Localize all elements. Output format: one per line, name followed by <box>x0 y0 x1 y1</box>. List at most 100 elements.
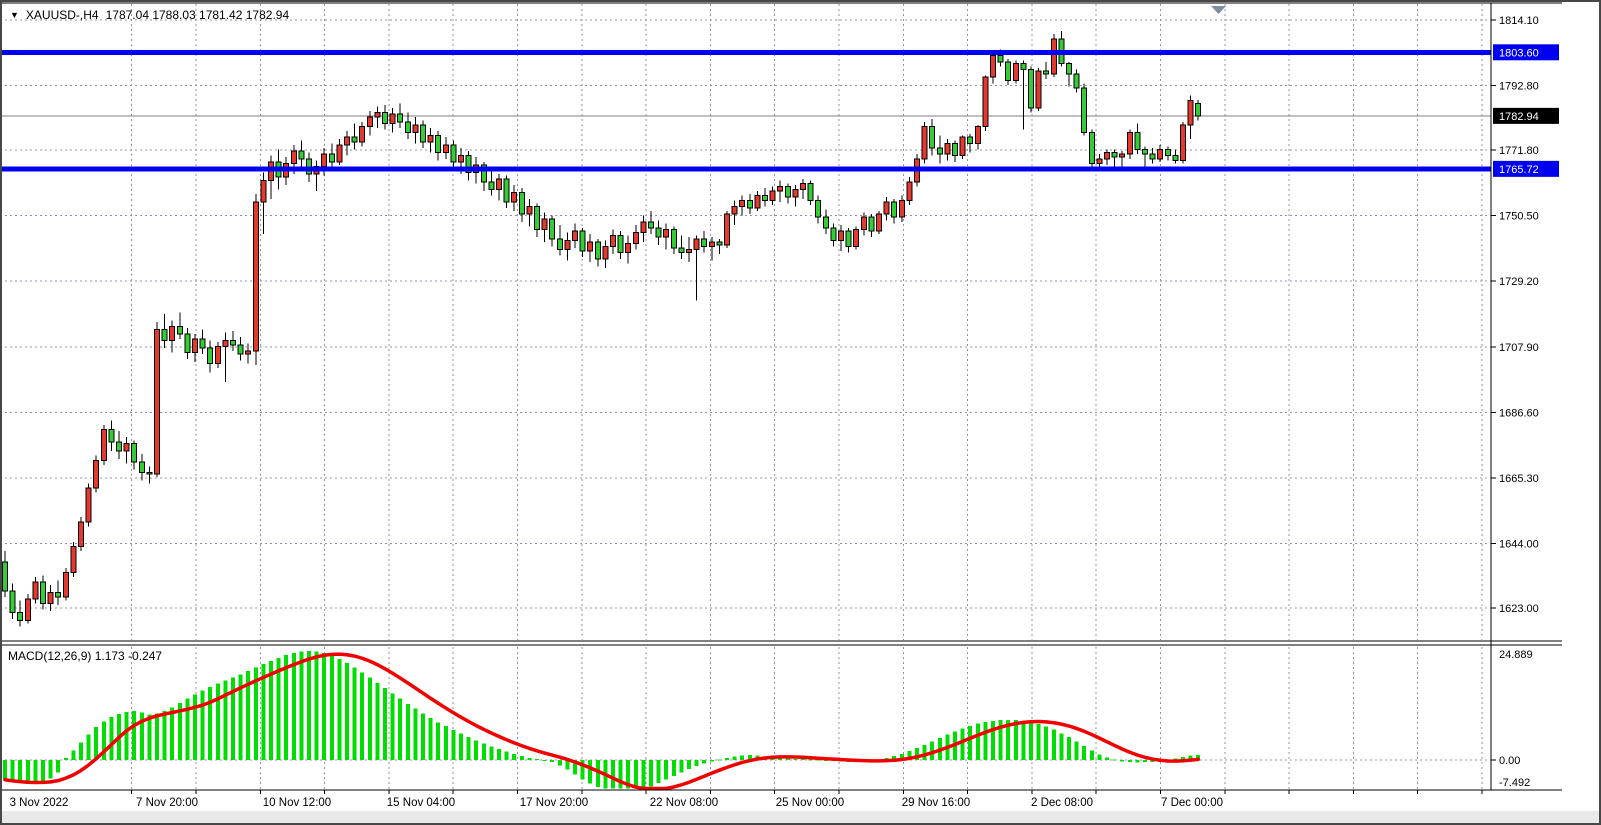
macd-histogram-bar <box>497 749 501 760</box>
candle-bullish <box>693 238 700 251</box>
candle-bullish <box>944 142 951 155</box>
macd-histogram-bar <box>808 759 813 761</box>
macd-histogram-bar <box>25 760 30 785</box>
candle-bearish <box>936 147 943 155</box>
candle-bullish <box>389 113 396 124</box>
candle-bearish <box>534 205 540 231</box>
resistance-price-badge <box>1493 44 1559 61</box>
macd-histogram-bar <box>709 760 714 762</box>
macd-histogram-bar <box>565 760 570 770</box>
support-price-badge-label: 1765.72 <box>1499 164 1539 176</box>
candle-bearish <box>465 155 472 174</box>
macd-histogram-bar <box>3 760 7 780</box>
candle-bearish <box>450 144 457 163</box>
macd-histogram-bar <box>299 651 304 760</box>
macd-histogram-bar <box>922 745 927 760</box>
macd-histogram-bar <box>649 760 653 787</box>
time-tick-label: 2 Dec 08:00 <box>1031 797 1093 809</box>
candle-bearish <box>138 461 145 474</box>
macd-histogram-bar <box>1127 760 1132 763</box>
macd-min-label: -7.492 <box>1499 777 1530 789</box>
candle-bearish <box>397 113 404 123</box>
candle-bullish <box>1157 149 1164 160</box>
candle-bullish <box>245 350 252 355</box>
macd-histogram-bar <box>1097 754 1102 760</box>
macd-histogram-bar <box>33 760 38 784</box>
candle-bullish <box>359 125 366 143</box>
candle-bearish <box>1134 132 1141 151</box>
macd-histogram-bar <box>694 760 699 767</box>
macd-histogram-bar <box>345 663 349 760</box>
macd-histogram-bar <box>413 708 418 760</box>
candle-bullish <box>214 345 221 364</box>
macd-histogram-bar <box>1051 729 1056 760</box>
macd-indicator-label: MACD(12,26,9) 1.173 -0.247 <box>8 649 163 663</box>
candle-bearish <box>184 333 191 354</box>
candle-bullish <box>754 195 761 209</box>
macd-histogram-bar <box>307 650 311 760</box>
candle-bullish <box>838 230 844 241</box>
macd-histogram-bar <box>1021 720 1026 760</box>
macd-histogram-bar <box>238 674 243 760</box>
candle-bearish <box>579 230 586 252</box>
candle-bearish <box>1005 61 1012 81</box>
macd-histogram-bar <box>337 659 342 760</box>
candle-bullish <box>252 201 259 352</box>
bottom-strip <box>0 811 1601 823</box>
time-tick-label: 29 Nov 16:00 <box>902 797 970 809</box>
macd-histogram-bar <box>1196 754 1201 760</box>
candle-bullish <box>610 235 616 247</box>
macd-histogram-bar <box>1082 745 1087 760</box>
macd-histogram-bar <box>725 757 729 760</box>
macd-histogram-bar <box>162 710 167 760</box>
candle-bullish <box>290 150 297 164</box>
candle-bearish <box>997 55 1004 63</box>
candle-bullish <box>1035 70 1042 109</box>
macd-histogram-bar <box>79 742 83 760</box>
macd-histogram-bar <box>588 760 593 784</box>
macd-histogram-bar <box>960 728 965 760</box>
candle-bullish <box>777 185 784 192</box>
macd-histogram-bar <box>512 753 517 760</box>
candle-bearish <box>146 472 153 475</box>
macd-histogram-bar <box>535 759 539 761</box>
candle-bullish <box>860 216 867 231</box>
symbol-period-label: XAUUSD-,H4 <box>25 8 99 22</box>
candle-bullish <box>1187 99 1194 126</box>
macd-histogram-bar <box>481 743 486 760</box>
macd-histogram-bar <box>1173 758 1178 760</box>
macd-histogram-bar <box>679 760 684 773</box>
macd-histogram-bar <box>633 760 638 789</box>
candle-bearish <box>176 325 183 335</box>
candle-bearish <box>967 136 974 144</box>
candle-bearish <box>108 429 115 443</box>
macd-histogram-bar <box>998 720 1003 760</box>
time-tick-label: 17 Nov 20:00 <box>520 797 588 809</box>
macd-histogram-bar <box>1089 750 1094 760</box>
candle-bullish <box>24 598 31 621</box>
macd-signal-line <box>3 652 1200 791</box>
chart-shift-marker-icon[interactable] <box>1211 6 1226 14</box>
macd-histogram-bar <box>747 755 752 760</box>
macd-histogram-bar <box>48 760 53 779</box>
candle-bearish <box>1043 70 1050 75</box>
macd-histogram-bar <box>740 755 745 760</box>
macd-histogram-bar <box>1029 722 1033 760</box>
macd-histogram-bar <box>231 677 235 760</box>
macd-histogram-bar <box>892 756 897 760</box>
macd-histogram-bar <box>1188 755 1193 760</box>
candle-bearish <box>230 339 236 346</box>
macd-histogram-bar <box>261 663 266 760</box>
candle-bullish <box>959 136 966 157</box>
macd-histogram-bar <box>390 693 395 760</box>
candle-bullish <box>876 213 882 232</box>
macd-histogram-bar <box>10 760 15 782</box>
symbol-dropdown-icon[interactable]: ▼ <box>10 9 19 20</box>
macd-histogram-bar <box>185 698 190 760</box>
time-tick-label: 10 Nov 12:00 <box>263 797 331 809</box>
resistance-price-badge-label: 1803.60 <box>1499 47 1539 59</box>
candle-bearish <box>328 153 335 163</box>
macd-histogram-bar <box>1112 759 1117 761</box>
candle-bearish <box>868 216 875 232</box>
